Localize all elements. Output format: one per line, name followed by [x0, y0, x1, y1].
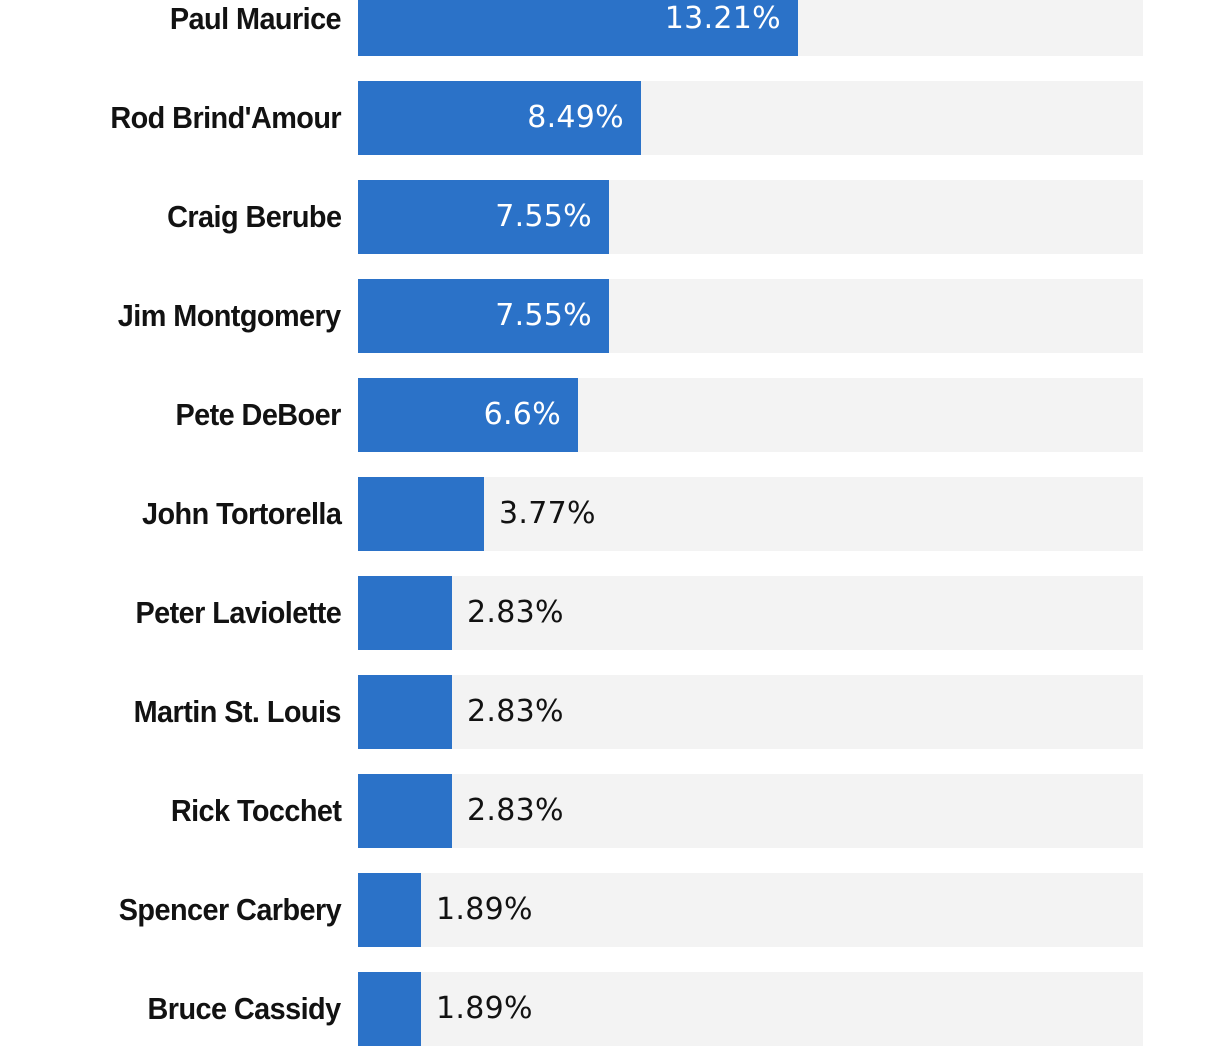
bar: [358, 972, 421, 1046]
bar: [358, 81, 641, 155]
bar-track: 2.83%: [358, 576, 1143, 650]
category-label: Bruce Cassidy: [147, 991, 342, 1026]
bar: [358, 873, 421, 947]
category-label: Paul Maurice: [169, 1, 342, 36]
bar: [358, 180, 609, 254]
bar: [358, 675, 452, 749]
category-label: Jim Montgomery: [118, 298, 341, 333]
value-label: 2.83%: [467, 595, 564, 630]
bar-row: Peter Laviolette 2.83%: [0, 576, 1206, 650]
value-label: 6.6%: [483, 397, 561, 432]
value-label: 2.83%: [467, 694, 564, 729]
bar-row: Bruce Cassidy 1.89%: [0, 972, 1206, 1046]
bar-track: 2.83%: [358, 774, 1143, 848]
bar: [358, 378, 578, 452]
category-label: Pete DeBoer: [175, 397, 342, 432]
bar-row: Pete DeBoer 6.6%: [0, 378, 1206, 452]
bar-row: Jim Montgomery 7.55%: [0, 279, 1206, 353]
bar-track: 1.89%: [358, 873, 1143, 947]
bar-row: John Tortorella 3.77%: [0, 477, 1206, 551]
bar: [358, 576, 452, 650]
bar-row: Rod Brind'Amour 8.49%: [0, 81, 1206, 155]
bar-row: Craig Berube 7.55%: [0, 180, 1206, 254]
bar-track: 8.49%: [358, 81, 1143, 155]
value-label: 8.49%: [527, 100, 624, 135]
bar: [358, 279, 609, 353]
category-label: Rod Brind'Amour: [110, 100, 341, 135]
value-label: 1.89%: [436, 991, 533, 1026]
bar-row: Paul Maurice 13.21%: [0, 0, 1206, 56]
bar-track: 7.55%: [358, 279, 1143, 353]
value-label: 7.55%: [495, 298, 592, 333]
value-label: 1.89%: [436, 892, 533, 927]
category-label: Craig Berube: [166, 199, 342, 234]
value-label: 3.77%: [499, 496, 596, 531]
bar-track: 13.21%: [358, 0, 1143, 56]
bar-track: 6.6%: [358, 378, 1143, 452]
value-label: 7.55%: [495, 199, 592, 234]
bar: [358, 0, 798, 56]
category-label: John Tortorella: [141, 496, 342, 531]
value-label: 2.83%: [467, 793, 564, 828]
bar-row: Spencer Carbery 1.89%: [0, 873, 1206, 947]
bar-track: 1.89%: [358, 972, 1143, 1046]
bar-row: Martin St. Louis 2.83%: [0, 675, 1206, 749]
value-label: 13.21%: [664, 1, 781, 36]
category-label: Martin St. Louis: [133, 694, 342, 729]
bar-track: 3.77%: [358, 477, 1143, 551]
category-label: Peter Laviolette: [135, 595, 341, 630]
category-label: Rick Tocchet: [170, 793, 341, 828]
bar-track: 2.83%: [358, 675, 1143, 749]
bar: [358, 477, 484, 551]
category-label: Spencer Carbery: [118, 892, 342, 927]
bar: [358, 774, 452, 848]
bar-row: Rick Tocchet 2.83%: [0, 774, 1206, 848]
bar-track: 7.55%: [358, 180, 1143, 254]
